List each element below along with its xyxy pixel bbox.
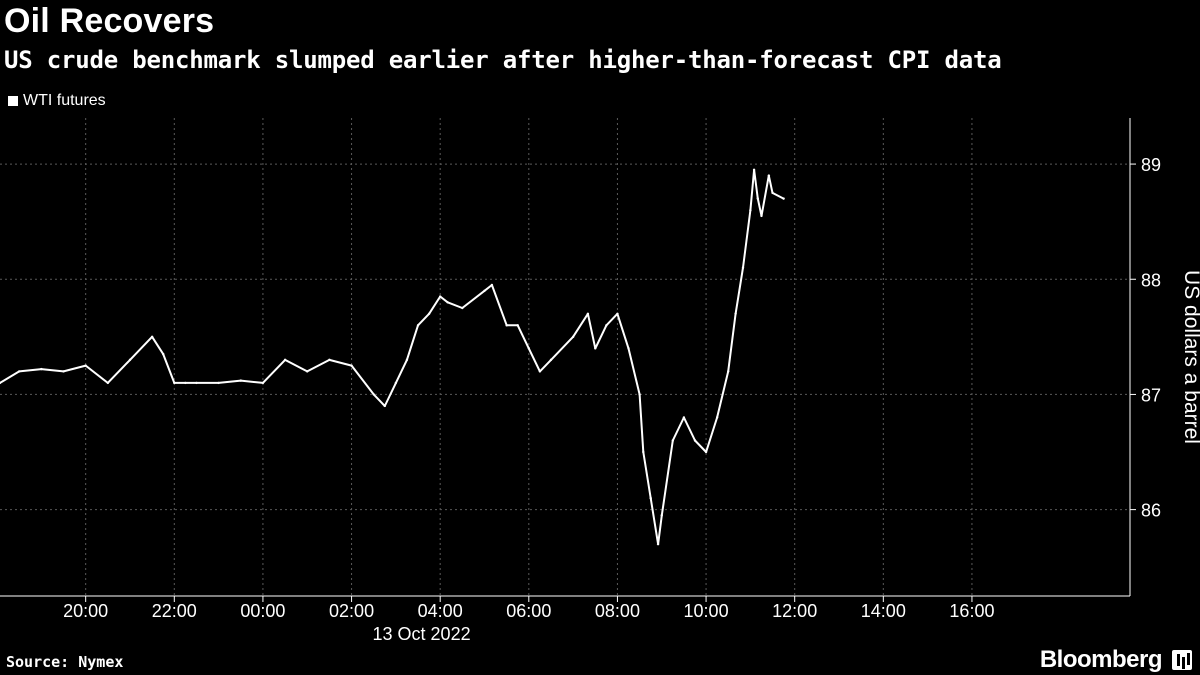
source-note: Source: Nymex (6, 653, 124, 671)
data-point (261, 381, 265, 385)
data-point (734, 312, 737, 316)
x-tick-label: 12:00 (772, 601, 817, 621)
data-point (516, 324, 519, 327)
x-tick-label: 04:00 (418, 601, 463, 621)
x-tick-label: 10:00 (684, 601, 729, 621)
data-point (62, 370, 65, 373)
x-tick-label: 20:00 (63, 601, 108, 621)
data-point (405, 358, 409, 362)
data-point (741, 266, 745, 269)
x-tick-label: 02:00 (329, 601, 374, 621)
chart-subtitle: US crude benchmark slumped earlier after… (4, 46, 1002, 74)
data-point (642, 450, 645, 454)
data-point (616, 312, 619, 316)
data-point (173, 381, 176, 385)
data-point (350, 364, 353, 367)
y-tick-label: 88 (1141, 270, 1161, 290)
data-point (782, 197, 785, 200)
data-point (483, 289, 486, 292)
data-point (571, 335, 575, 339)
data-point (752, 168, 756, 172)
data-point (771, 191, 774, 195)
data-point (627, 347, 630, 350)
data-point (195, 381, 198, 385)
x-tick-label: 06:00 (506, 601, 551, 621)
data-point (0, 381, 2, 385)
x-tick-label: 16:00 (949, 601, 994, 621)
brand-logo: Bloomberg (1039, 646, 1163, 673)
date-label: 13 Oct 2022 (373, 624, 471, 644)
y-tick-label: 86 (1141, 501, 1161, 521)
data-point (383, 404, 386, 408)
data-point (538, 370, 542, 373)
data-point (446, 301, 449, 304)
chart-icon (1172, 650, 1192, 670)
data-point (106, 381, 110, 385)
data-point (760, 214, 763, 218)
data-point (461, 306, 464, 310)
data-point (328, 358, 331, 362)
data-point (749, 208, 752, 212)
data-point (671, 439, 675, 442)
x-tick-label: 00:00 (240, 601, 285, 621)
data-point (549, 358, 553, 362)
data-point (217, 381, 220, 385)
data-point (704, 450, 708, 454)
data-point (416, 324, 420, 327)
legend-swatch (8, 96, 18, 106)
y-tick-label: 87 (1141, 385, 1161, 405)
x-tick-label: 08:00 (595, 601, 640, 621)
data-point (660, 514, 663, 517)
data-point (693, 439, 697, 442)
data-point (505, 324, 508, 327)
data-point (715, 416, 719, 419)
data-point (306, 370, 309, 373)
data-point (438, 295, 442, 298)
y-tick-label: 89 (1141, 155, 1161, 175)
data-point (527, 347, 531, 350)
x-tick-label: 22:00 (152, 601, 197, 621)
data-point (18, 370, 21, 373)
data-point (594, 347, 597, 350)
data-point (394, 381, 398, 385)
data-point (239, 379, 242, 382)
y-axis-title: US dollars a barrel (1180, 270, 1200, 444)
data-point (649, 496, 652, 500)
data-point (427, 312, 431, 316)
data-point (128, 358, 132, 362)
data-point (283, 358, 287, 362)
data-point (727, 370, 730, 373)
data-point (150, 335, 154, 339)
data-point (767, 174, 771, 177)
series-line-wti (0, 168, 785, 546)
chart-title: Oil Recovers (4, 2, 215, 40)
data-point (605, 324, 608, 327)
legend-label: WTI futures (23, 92, 106, 109)
data-point (586, 312, 590, 316)
legend: WTI futures (8, 92, 106, 110)
data-point (638, 393, 641, 396)
data-point (184, 381, 187, 385)
data-point (682, 416, 686, 419)
data-point (372, 393, 375, 396)
data-point (756, 197, 759, 200)
data-point (40, 367, 43, 371)
data-point (84, 364, 87, 367)
data-point (162, 352, 165, 356)
data-point (656, 542, 660, 546)
x-tick-label: 14:00 (861, 601, 906, 621)
data-point (490, 283, 494, 287)
